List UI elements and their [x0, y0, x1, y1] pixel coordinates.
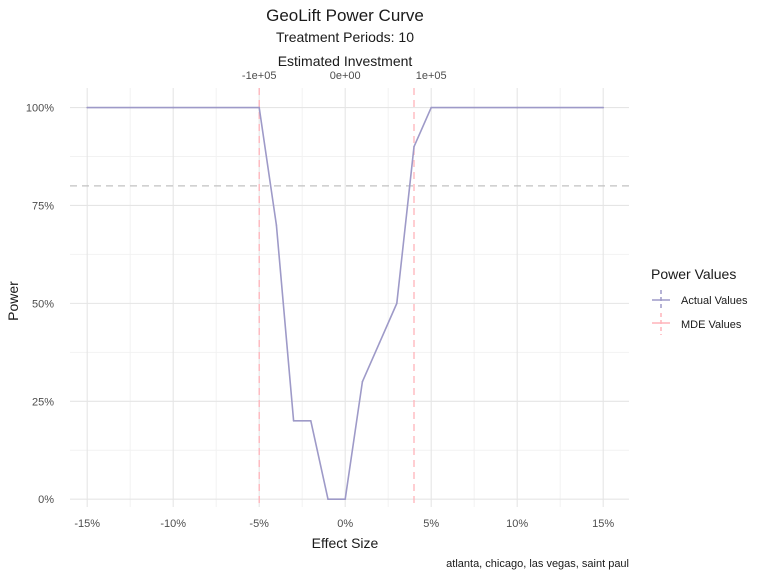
chart-subtitle: Treatment Periods: 10 [276, 29, 414, 45]
x-tick-label: -15% [74, 518, 100, 530]
power-curve-point [413, 145, 415, 148]
y-tick-label: 50% [32, 298, 54, 310]
power-curve-point [310, 420, 312, 422]
legend-label-mde-values: MDE Values [681, 319, 742, 331]
plot-area: -15% -10% -5% 0% 5% 10% 15% 0% 25% 50% 75% 100% -1e+… [26, 70, 629, 530]
power-curve-point [327, 498, 329, 500]
power-curve-point [430, 106, 433, 109]
y-tick-label: 25% [32, 396, 54, 408]
caption: atlanta, chicago, las vegas, saint paul [446, 558, 629, 570]
secondary-x-tick-label: -1e+05 [242, 70, 277, 82]
x-axis-title: Effect Size [312, 535, 379, 551]
power-curve-point [516, 106, 518, 109]
secondary-x-tick-label: 1e+05 [416, 70, 447, 82]
legend-label-actual-values: Actual Values [681, 295, 748, 307]
legend-key-mde-values [652, 313, 670, 335]
power-curve-point [258, 106, 261, 109]
power-curve-point [361, 380, 364, 383]
power-curve-point [292, 420, 295, 422]
x-tick-label: 0% [337, 518, 353, 530]
power-curve-point [86, 106, 88, 109]
x-tick-label: -5% [249, 518, 269, 530]
y-tick-label: 75% [32, 200, 54, 212]
power-curve-point [396, 302, 398, 305]
x-tick-label: 15% [592, 518, 614, 530]
legend-title: Power Values [651, 266, 736, 282]
legend: Power Values Actual Values MDE Values [651, 266, 748, 335]
power-curve-point [602, 106, 604, 109]
power-curve-point [344, 498, 347, 500]
y-tick-label: 0% [38, 494, 54, 506]
power-curve-point [172, 106, 174, 109]
x-tick-label: -10% [160, 518, 186, 530]
x-tick-label: 5% [423, 518, 439, 530]
secondary-x-tick-label: 0e+00 [330, 70, 361, 82]
chart-title: GeoLift Power Curve [266, 6, 424, 25]
y-axis-title: Power [5, 281, 21, 321]
power-curve-point [378, 341, 381, 344]
secondary-axis-title: Estimated Investment [278, 53, 413, 69]
x-tick-label: 10% [506, 518, 528, 530]
legend-key-actual-values [652, 290, 670, 311]
y-tick-label: 100% [26, 103, 54, 115]
power-curve-point [275, 224, 278, 226]
